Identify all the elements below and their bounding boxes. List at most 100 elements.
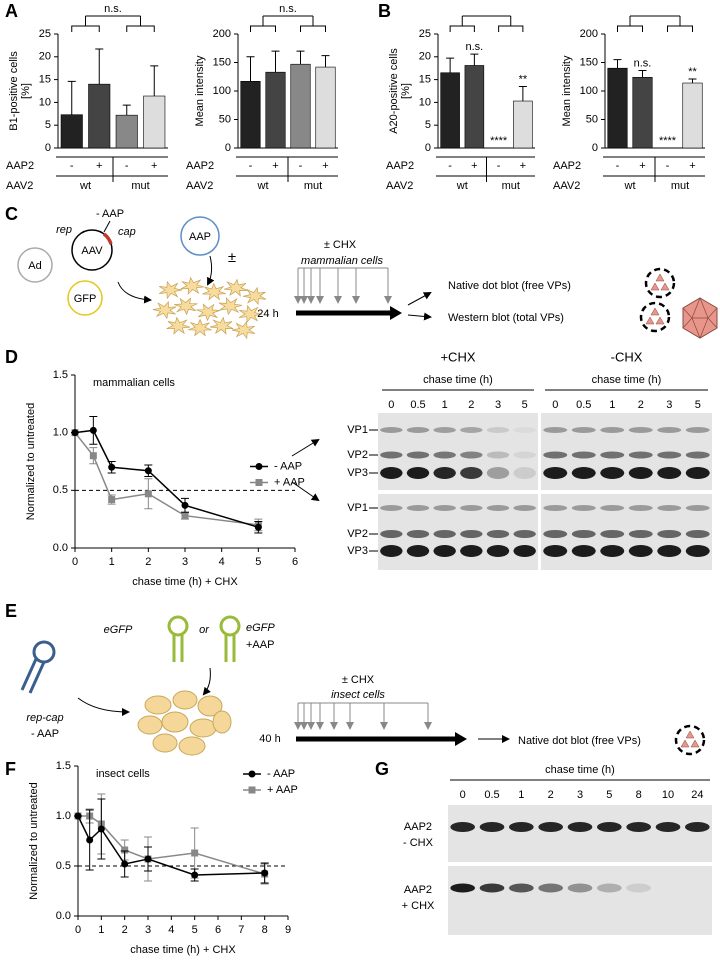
cell xyxy=(159,280,183,300)
y-tick-label: 100 xyxy=(213,85,231,97)
icon-triangle xyxy=(660,282,670,291)
blot-band xyxy=(433,545,456,557)
plus-aap-label: +AAP xyxy=(246,639,274,651)
cell xyxy=(238,304,263,324)
y-tick-label: 1.0 xyxy=(53,427,68,439)
band-label: VP2 xyxy=(347,528,368,540)
lane-label: 5 xyxy=(606,789,612,801)
blot-band xyxy=(600,505,625,511)
blot-band xyxy=(406,545,430,557)
blot-band xyxy=(460,427,483,433)
blot-band xyxy=(657,505,682,511)
egfp-aap-stem xyxy=(224,634,236,662)
error-bar xyxy=(518,85,527,102)
marker xyxy=(181,512,189,520)
y-tick-label: 0 xyxy=(592,142,598,154)
blot-image xyxy=(448,866,712,935)
x-tick-label: 1 xyxy=(98,924,104,936)
blot-band xyxy=(571,427,596,433)
x-tick-label: 0 xyxy=(72,556,78,568)
blot-band xyxy=(433,505,456,511)
cell xyxy=(196,303,220,322)
blot-band xyxy=(543,451,568,459)
bar-label: ** xyxy=(519,73,528,85)
y-tick-label: 15 xyxy=(39,74,51,86)
group-label: mut xyxy=(131,180,149,192)
panel-label: D xyxy=(5,347,18,367)
error-bar xyxy=(470,53,479,66)
cell xyxy=(210,316,234,335)
error-bar xyxy=(122,104,131,116)
error-bar xyxy=(150,65,159,97)
bracket xyxy=(617,16,643,32)
blot-band xyxy=(460,505,483,511)
lane-label: 3 xyxy=(495,399,501,411)
blot-band xyxy=(628,545,653,557)
blot-band xyxy=(600,451,625,459)
gfp-label: GFP xyxy=(74,293,97,305)
y-axis-label: [%] xyxy=(400,83,412,99)
blot-band xyxy=(406,467,430,479)
blot-band xyxy=(567,822,593,832)
lane-label: 0 xyxy=(552,399,558,411)
bracket xyxy=(498,16,524,32)
cell xyxy=(180,276,204,295)
marker xyxy=(121,846,129,854)
marker xyxy=(191,871,199,879)
y-tick-label: 10 xyxy=(39,96,51,108)
blot-band xyxy=(513,545,536,557)
marker xyxy=(108,463,116,471)
egfp-hairpin xyxy=(167,615,189,637)
bar-label: n.s. xyxy=(634,57,652,69)
blot-band xyxy=(543,505,568,511)
blot-band xyxy=(628,530,653,538)
blot-band xyxy=(513,467,536,479)
legend-label: + AAP xyxy=(274,476,305,488)
row-label: AAP2 xyxy=(404,821,432,833)
y-tick-label: 200 xyxy=(213,28,231,40)
row-label: AAV2 xyxy=(186,180,213,192)
y-axis-label: A20-positive cells xyxy=(388,48,400,134)
mammalian-cells xyxy=(152,276,267,340)
y-tick-label: 5 xyxy=(425,119,431,131)
band-label: VP3 xyxy=(347,467,368,479)
icon-triangle xyxy=(650,282,660,291)
blot-band xyxy=(538,883,563,893)
y-axis-label: Mean intensity xyxy=(194,55,206,126)
marker xyxy=(261,869,269,877)
blot-band xyxy=(486,530,510,538)
egfp-stem xyxy=(172,634,184,662)
cell xyxy=(231,320,256,340)
blot-band xyxy=(600,530,625,538)
row-label: AAP2 xyxy=(386,160,414,172)
row-label: AAV2 xyxy=(553,180,580,192)
marker xyxy=(86,836,94,844)
icon-triangle xyxy=(680,739,690,748)
x-tick-label: 0 xyxy=(75,924,81,936)
error-bar xyxy=(296,50,305,65)
series-line xyxy=(78,815,265,875)
aap-label: AAP xyxy=(189,231,211,243)
category-label: + xyxy=(96,160,102,172)
legend-label: + AAP xyxy=(267,784,298,796)
blot-band xyxy=(380,505,403,511)
chart-title: insect cells xyxy=(96,768,150,780)
arrow xyxy=(291,438,320,457)
x-tick-label: 2 xyxy=(122,924,128,936)
row-label: AAP2 xyxy=(553,160,581,172)
bar xyxy=(315,66,336,149)
error-bar xyxy=(688,78,697,84)
category-label: + xyxy=(689,160,695,172)
aav-label: AAV xyxy=(81,245,103,257)
bar xyxy=(464,65,485,149)
icon-triangle xyxy=(690,739,700,748)
cells-label: insect cells xyxy=(331,689,385,701)
timeline xyxy=(294,702,467,746)
arrow xyxy=(291,481,320,502)
y-tick-label: 0 xyxy=(225,142,231,154)
lane-label: 0.5 xyxy=(576,399,591,411)
blot-band xyxy=(433,467,456,479)
icon-triangle xyxy=(655,316,665,325)
blot-band xyxy=(571,451,596,459)
error-bar xyxy=(638,69,647,78)
